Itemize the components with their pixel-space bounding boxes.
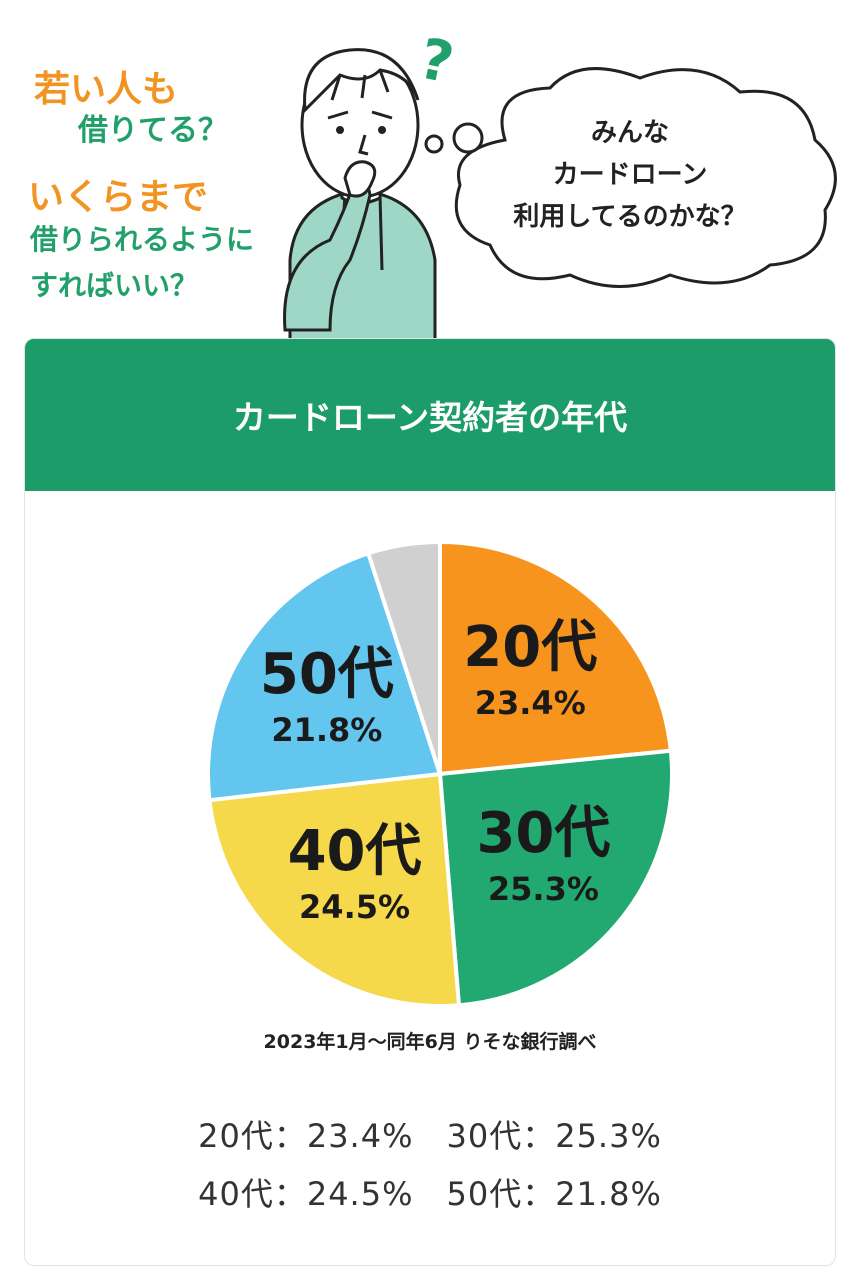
age-breakdown-card: カードローン契約者の年代 20代 23.4% 30代 25.3% 40代 24.5% 50代… xyxy=(24,338,836,1266)
question-young-line2: 借りてる？ xyxy=(78,113,228,148)
thought-bubble-text: みんな カードローン 利用してるのかな？ xyxy=(480,112,780,238)
slice-label: 20代 xyxy=(463,615,597,680)
data-source-note: 2023年1月～同年6月 りそな銀行調べ xyxy=(263,1031,597,1053)
slice-label: 50代 xyxy=(260,642,394,707)
pie-slice-30代 xyxy=(437,748,674,1008)
pie-slice-40代 xyxy=(207,771,462,1008)
thought-line-3: 利用してるのかな？ xyxy=(513,202,747,232)
slice-value-label: 23.4% xyxy=(475,684,586,722)
thought-line-2: カードローン xyxy=(552,160,708,190)
pie-slice-20代 xyxy=(438,539,674,777)
summary-line-2: 40代：24.5% 50代：21.8% xyxy=(198,1175,662,1213)
slice-label: 40代 xyxy=(288,819,422,884)
thought-bubble xyxy=(424,67,837,288)
pie-chart: 20代 23.4% 30代 25.3% 40代 24.5% 50代 21.8% xyxy=(206,539,674,1008)
thinking-person-illustration xyxy=(283,48,437,340)
question-amount-line1: いくらまで xyxy=(28,177,209,218)
chart-title: カードローン契約者の年代 xyxy=(232,398,628,437)
card-header: カードローン契約者の年代 xyxy=(25,339,835,491)
slice-value-label: 24.5% xyxy=(299,888,410,926)
thought-line-1: みんな xyxy=(590,118,669,148)
pie-slice-other xyxy=(365,539,442,775)
summary-line-1: 20代：23.4% 30代：25.3% xyxy=(198,1117,662,1155)
hero-illustration: 若い人も 借りてる？ いくらまで 借りられるように すればいい？ ? みんな xyxy=(0,0,860,340)
question-amount-line2: 借りられるように xyxy=(30,223,255,256)
slice-value-label: 21.8% xyxy=(271,711,382,749)
question-amount-line3: すればいい？ xyxy=(30,269,199,302)
pie-slice-50代 xyxy=(206,550,443,803)
slice-label: 30代 xyxy=(476,801,610,866)
slice-value-label: 25.3% xyxy=(488,870,599,908)
question-young-line1: 若い人も xyxy=(34,69,179,110)
